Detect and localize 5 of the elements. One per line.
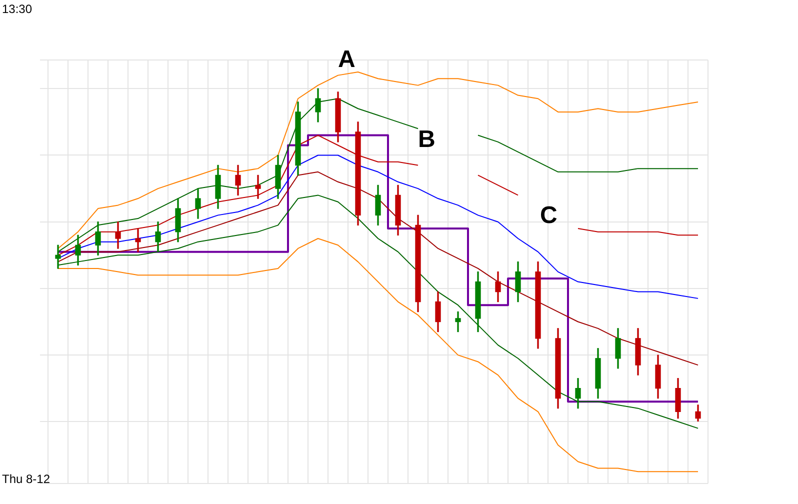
text: Thu 8-12 bbox=[2, 472, 50, 486]
text: 13:30 bbox=[2, 2, 32, 16]
text: A bbox=[338, 46, 356, 74]
annotation: B bbox=[418, 126, 436, 154]
annotation: C bbox=[540, 202, 558, 230]
